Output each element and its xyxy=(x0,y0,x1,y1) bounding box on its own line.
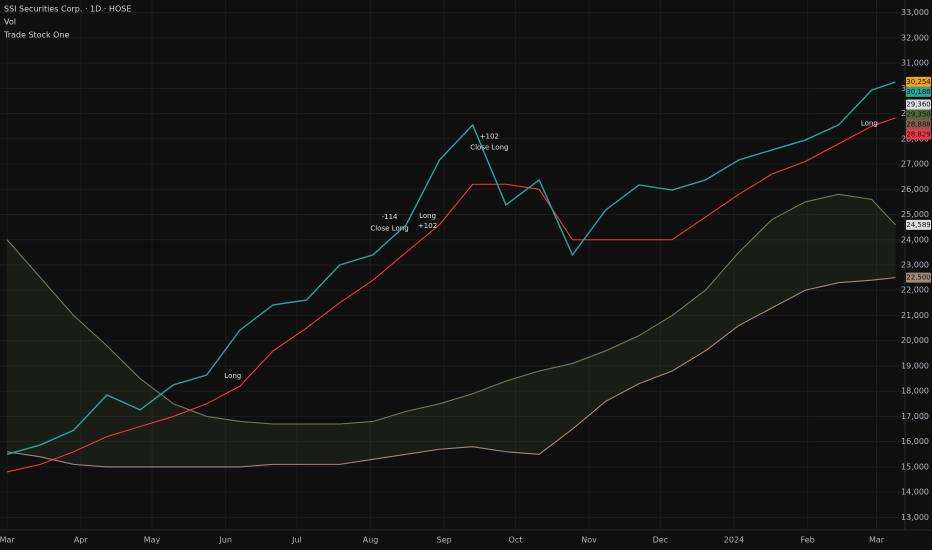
price-label: 29,350 xyxy=(906,110,931,118)
y-tick-label: 26,000 xyxy=(901,185,929,194)
y-tick-label: 13,000 xyxy=(901,513,929,522)
x-tick-label: Sep xyxy=(437,536,452,545)
x-tick-label: Nov xyxy=(581,536,597,545)
y-tick-label: 25,000 xyxy=(901,210,929,219)
price-label-box xyxy=(906,109,931,120)
labels: 13,000 14,000 15,000 16,000 17,000 18,000 19,0… xyxy=(0,8,931,544)
annotation: +102 xyxy=(418,222,437,230)
chart-title: SSI Securities Corp. · 1D · HOSE xyxy=(4,5,131,14)
cloud-fill xyxy=(7,194,896,467)
annotation: +102 xyxy=(480,132,499,140)
subtitle: Vol xyxy=(4,18,16,27)
price-label-box xyxy=(906,99,931,110)
series-line xyxy=(6,193,896,425)
price-label: 28,829 xyxy=(906,130,931,138)
price-label: 29,360 xyxy=(906,100,931,108)
y-tick-label: 33,000 xyxy=(901,8,929,17)
x-tick-label: Dec xyxy=(653,536,668,545)
y-tick-label: 17,000 xyxy=(901,412,929,421)
price-label: 22,500 xyxy=(906,274,931,282)
x-tick-label: Feb xyxy=(801,536,815,545)
grid xyxy=(0,0,905,530)
annotation: Long xyxy=(419,212,436,220)
y-tick-label: 16,000 xyxy=(901,437,929,446)
x-tick-label: Oct xyxy=(509,536,523,545)
price-label-box xyxy=(906,76,931,87)
series-line xyxy=(7,117,896,473)
y-tick-label: 32,000 xyxy=(901,33,929,42)
price-label: 30,254 xyxy=(906,78,931,86)
annotation: -114 xyxy=(382,213,398,221)
annotation: Close Long xyxy=(370,224,408,232)
marks xyxy=(6,81,896,473)
x-tick-label: May xyxy=(144,536,161,545)
price-label-box xyxy=(906,129,931,140)
price-label: 24,589 xyxy=(906,221,931,229)
annotation: Long xyxy=(224,372,241,380)
y-tick-label: 31,000 xyxy=(901,59,929,68)
y-tick-label: 27,000 xyxy=(901,160,929,169)
price-label-box xyxy=(906,86,931,97)
price-label-box xyxy=(906,272,931,283)
x-tick-label: Aug xyxy=(363,536,379,545)
y-tick-label: 21,000 xyxy=(901,311,929,320)
y-tick-label: 24,000 xyxy=(901,235,929,244)
y-tick-label: 20,000 xyxy=(901,336,929,345)
x-tick-label: Jul xyxy=(291,536,302,545)
y-tick-label: 23,000 xyxy=(901,261,929,270)
price-label-box xyxy=(906,119,931,130)
y-tick-label: 18,000 xyxy=(901,387,929,396)
price-label: 30,180 xyxy=(906,88,931,96)
x-tick-label: Apr xyxy=(74,536,89,545)
y-tick-label: 19,000 xyxy=(901,361,929,370)
annotation: Long xyxy=(861,120,878,128)
y-tick-label: 15,000 xyxy=(901,462,929,471)
annotation: Close Long xyxy=(470,144,508,152)
x-tick-label: Mar xyxy=(0,536,15,545)
subtitle: Trade Stock One xyxy=(3,31,69,40)
x-tick-label: Mar xyxy=(869,536,885,545)
series-line xyxy=(6,81,896,455)
price-label-box xyxy=(906,219,931,230)
y-tick-label: 14,000 xyxy=(901,488,929,497)
x-tick-label: Jun xyxy=(218,536,232,545)
price-label: 28,888 xyxy=(906,120,931,128)
series-line xyxy=(7,277,896,468)
x-tick-label: 2024 xyxy=(724,536,744,545)
y-tick-label: 22,000 xyxy=(901,286,929,295)
